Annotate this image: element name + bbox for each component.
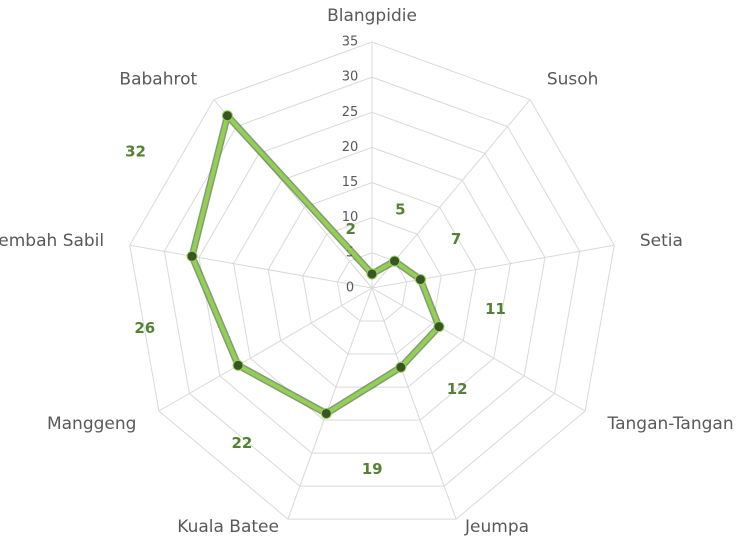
value-label: 22 xyxy=(231,434,252,452)
value-label: 7 xyxy=(451,230,461,248)
value-label: 11 xyxy=(485,300,506,318)
value-label: 32 xyxy=(125,142,146,160)
marker xyxy=(221,110,233,122)
marker xyxy=(366,268,378,280)
value-label: 26 xyxy=(134,319,155,337)
grid-line xyxy=(302,217,442,355)
grid-line xyxy=(129,41,615,520)
spoke xyxy=(129,244,373,289)
value-label: 19 xyxy=(362,460,383,478)
tick-label: 35 xyxy=(342,35,359,50)
value-label: 5 xyxy=(395,200,405,218)
category-label: Kuala Batee xyxy=(177,517,279,537)
category-label: Setia xyxy=(640,231,683,251)
marker xyxy=(232,359,244,371)
category-label: Jeumpa xyxy=(464,517,529,537)
grid-line xyxy=(233,146,511,421)
value-label: 2 xyxy=(346,220,356,238)
spoke xyxy=(371,287,457,520)
marker xyxy=(186,250,198,262)
grid-line xyxy=(336,252,408,322)
category-label: Tangan-Tangan xyxy=(607,414,734,434)
marker xyxy=(414,273,426,285)
tick-label: 10 xyxy=(342,210,359,225)
spoke xyxy=(371,244,615,289)
tick-label: 25 xyxy=(342,105,359,120)
marker xyxy=(395,361,407,373)
grid-line xyxy=(198,111,546,454)
spoke xyxy=(287,287,373,520)
tick-label: 15 xyxy=(342,175,359,190)
series-line xyxy=(190,113,441,416)
spoke xyxy=(371,99,531,289)
tick-label: 30 xyxy=(342,70,359,85)
category-label: Susoh xyxy=(547,70,599,90)
spoke xyxy=(371,287,586,412)
category-label: Manggeng xyxy=(47,414,136,434)
marker xyxy=(433,321,445,333)
category-label: Lembah Sabil xyxy=(0,231,104,251)
tick-label: 20 xyxy=(342,140,359,155)
grid-line xyxy=(163,76,581,487)
marker xyxy=(320,407,332,419)
marker xyxy=(389,255,401,267)
category-label: Babahrot xyxy=(119,70,197,90)
spoke xyxy=(158,287,373,412)
tick-label: 0 xyxy=(346,281,354,296)
value-label: 12 xyxy=(447,380,468,398)
category-label: Blangpidie xyxy=(327,6,417,26)
